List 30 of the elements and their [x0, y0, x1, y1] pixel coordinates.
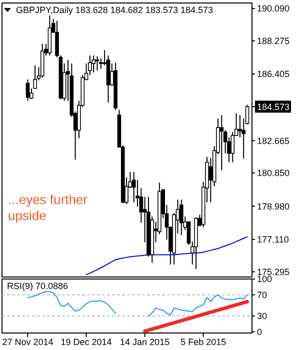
- y-tick-label: 184.573: [257, 102, 290, 112]
- x-tick-label: 14 Jan 2015: [120, 337, 170, 347]
- x-tick-label: 19 Dec 2014: [60, 337, 112, 347]
- candlestick: [132, 172, 136, 203]
- y-tick-label: 100: [257, 274, 272, 284]
- y-tick-label: 70: [257, 290, 268, 300]
- candlestick: [99, 58, 103, 70]
- y-tick-label: 190.090: [257, 4, 290, 14]
- y-tick-label: 182.665: [257, 136, 290, 146]
- y-tick-label: 175.295: [257, 266, 290, 277]
- chart-title: GBPJPY,Daily 183.628 184.682 183.573 184.573: [16, 5, 213, 15]
- chart-title: RSI(9) 70.0886: [7, 281, 68, 291]
- y-tick-label: 180.850: [257, 168, 290, 178]
- y-tick-label: 178.980: [257, 201, 290, 212]
- candlestick: [95, 56, 100, 72]
- y-tick-label: 188.275: [257, 36, 290, 46]
- x-tick-label: 27 Nov 2014: [2, 337, 54, 347]
- candlestick: [180, 199, 184, 236]
- y-tick-label: 186.405: [257, 69, 290, 80]
- x-tick-label: 5 Feb 2015: [180, 337, 226, 347]
- y-tick-label: 0: [257, 326, 262, 337]
- line-series: [143, 300, 250, 333]
- annotation: ...eyes further upside: [8, 192, 88, 223]
- y-tick-label: 177.110: [257, 234, 289, 245]
- candlestick: [92, 54, 96, 73]
- candlestick: [220, 114, 224, 171]
- candlestick: [26, 79, 30, 102]
- line-series: [86, 236, 248, 276]
- y-tick-label: 30: [257, 311, 268, 322]
- candlestick: [230, 131, 235, 163]
